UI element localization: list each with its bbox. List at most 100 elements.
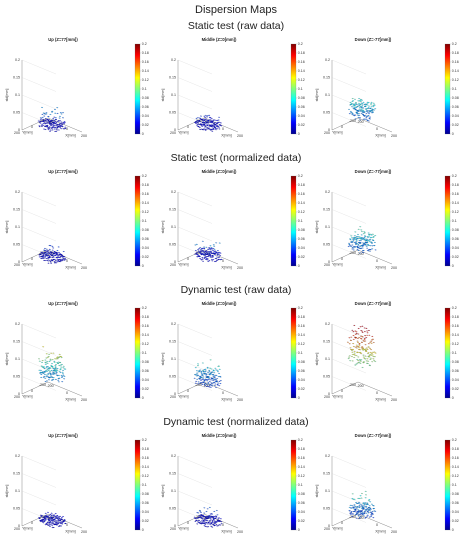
surface-cell — [347, 358, 350, 360]
surface-cell — [359, 101, 362, 103]
surface-cell — [357, 346, 360, 348]
surface-cell — [206, 367, 209, 369]
grid-line — [21, 244, 57, 259]
surface-cell — [367, 115, 370, 117]
surface-cell — [212, 518, 216, 520]
surface-cell — [368, 118, 372, 120]
surface-cell — [361, 113, 365, 115]
surface-cell — [45, 380, 49, 382]
x-tick-label: 200 — [237, 530, 243, 534]
surface-cell — [44, 123, 47, 125]
surface-cell — [47, 262, 50, 264]
surface-cell — [41, 360, 44, 362]
surface-cell — [48, 256, 52, 258]
surface-cell — [218, 520, 221, 522]
colorbar-tick-label: 0.14 — [298, 333, 305, 337]
surface-cell — [46, 124, 49, 126]
surface-cell — [211, 524, 215, 526]
surface-cell — [63, 259, 66, 261]
surface-cell — [48, 121, 51, 123]
y-axis-label: Y[mm] — [22, 394, 32, 398]
surface-cell — [61, 523, 64, 525]
surface-cell — [57, 129, 60, 131]
x-tick-label: 0 — [222, 523, 224, 527]
colorbar-tick-label: 0.18 — [452, 183, 459, 187]
surface-cell — [369, 508, 372, 510]
surface-cell — [361, 508, 365, 510]
colorbar-tick-label: 0.14 — [298, 69, 305, 73]
surface-cell — [40, 519, 43, 521]
surface-cell — [362, 506, 365, 508]
surface-cell — [372, 236, 375, 238]
colorbar — [290, 43, 297, 135]
colorbar-tick-label: 0.14 — [142, 69, 149, 73]
surface-cell — [354, 231, 357, 233]
surface-cell — [365, 117, 368, 119]
grid-line — [21, 94, 57, 110]
x-tick-label: 200 — [81, 134, 87, 138]
colorbar-tick-label: 0.1 — [142, 351, 147, 355]
surface-cell — [54, 120, 57, 122]
surface-cell — [51, 256, 54, 258]
x-tick-label: 200 — [391, 266, 397, 270]
surface-cell — [361, 336, 364, 338]
grid-line — [177, 191, 213, 207]
surface-cell — [198, 370, 201, 372]
surface-cell — [60, 357, 63, 359]
surface-cell — [48, 519, 51, 521]
colorbar-tick-label: 0.1 — [452, 219, 457, 223]
surface-cell — [204, 368, 207, 370]
y-tick-label: -200 — [195, 251, 202, 255]
surface-cell — [40, 117, 43, 119]
y-tick-label: -200 — [195, 119, 202, 123]
surface-cell — [217, 253, 221, 255]
grid-line — [21, 473, 57, 488]
surface-cell — [203, 383, 206, 385]
surface-cell — [365, 113, 368, 115]
surface-cell — [354, 510, 357, 512]
surface-cell — [213, 377, 217, 379]
surface-cell — [354, 102, 358, 103]
surface-cell — [350, 104, 353, 105]
colorbar-tick-label: 0.2 — [142, 174, 147, 178]
surface-cell — [361, 348, 365, 349]
surface-cell — [350, 245, 353, 247]
x-axis-label: X[mm] — [221, 529, 231, 533]
surface-cell — [216, 378, 219, 380]
x-axis-label: X[mm] — [65, 397, 75, 401]
surface-cell — [368, 354, 371, 356]
colorbar-tick-label: 0.08 — [452, 228, 459, 232]
surface-cell — [354, 118, 357, 120]
surface-cell — [373, 351, 376, 353]
surface-cell — [196, 117, 200, 119]
z-tick-label: 0.05 — [169, 507, 176, 511]
surface-cell — [368, 241, 371, 243]
z-tick-label: 0.15 — [13, 340, 20, 344]
surface-cell — [62, 123, 66, 125]
surface-cell — [362, 252, 365, 254]
z-tick-label: 0.2 — [15, 58, 20, 62]
surface-cell — [354, 337, 358, 339]
surface-cell — [217, 521, 221, 523]
surface-cell — [366, 514, 369, 516]
surface-cell — [45, 253, 48, 255]
surface-cell — [368, 499, 371, 501]
surface-cell — [60, 258, 63, 260]
x-axis-line — [203, 249, 239, 265]
surface-cell — [201, 522, 204, 524]
surface-cell — [51, 359, 54, 361]
surface-cell — [44, 518, 47, 520]
colorbar-tick-label: 0.04 — [142, 510, 149, 514]
z-tick-label: 0.05 — [13, 507, 20, 511]
colorbar-tick-label: 0.14 — [452, 465, 459, 469]
y-tick-label: 0 — [31, 521, 33, 525]
colorbar-tick-label: 0.18 — [142, 315, 149, 319]
surface-cell — [48, 123, 52, 125]
surface-cell — [218, 251, 221, 253]
surface-cell — [63, 122, 66, 124]
colorbar-tick-label: 0.04 — [298, 114, 305, 118]
grid-line — [21, 508, 57, 523]
colorbar — [134, 439, 141, 531]
surface-cell — [42, 366, 45, 368]
surface-cell — [209, 520, 212, 522]
